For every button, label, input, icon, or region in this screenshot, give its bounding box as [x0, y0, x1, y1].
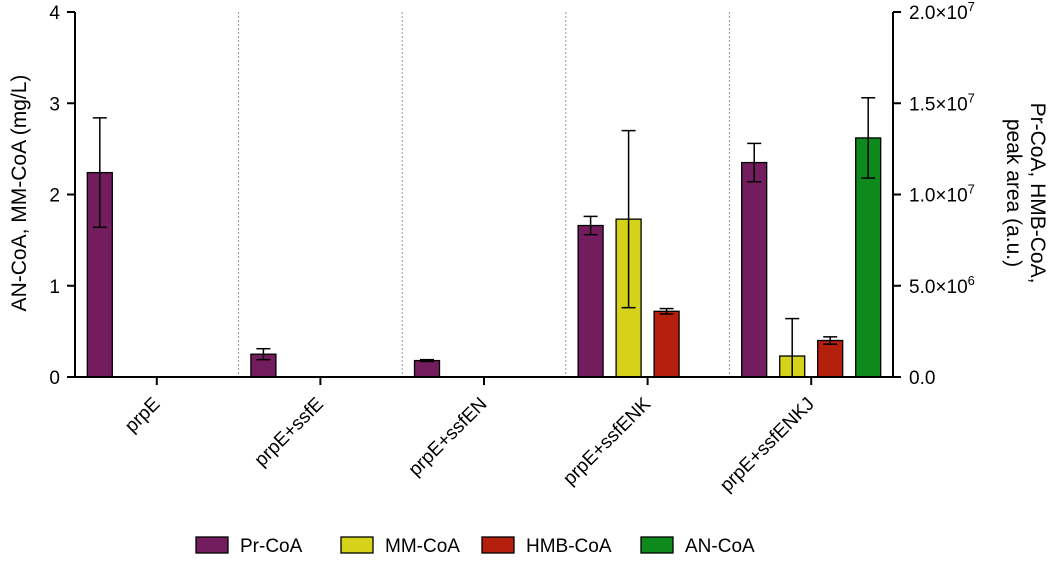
left-tick-label: 1 — [49, 277, 60, 298]
legend-swatch — [640, 536, 674, 554]
legend-swatch — [481, 536, 515, 554]
right-tick-label: 0.0 — [909, 368, 935, 389]
axes — [67, 11, 901, 385]
legend-swatch — [340, 536, 374, 554]
category-label: prpE+ssfENK — [559, 393, 655, 489]
category-separators — [238, 12, 730, 377]
bar — [741, 161, 768, 378]
left-tick-label: 2 — [49, 186, 60, 207]
category-label: prpE+ssfE — [251, 394, 328, 471]
right-tick-label: 5.0×106 — [909, 273, 975, 298]
legend-label: Pr-CoA — [240, 536, 303, 557]
error-bar-group — [92, 97, 876, 378]
category-label: prpE — [121, 394, 164, 437]
right-tick-label: 2.0×107 — [909, 0, 975, 24]
bar — [413, 359, 441, 378]
bar — [653, 310, 680, 378]
legend: Pr-CoA MM-CoA HMB-CoA AN-CoA — [195, 536, 755, 557]
bar-group — [86, 137, 882, 378]
left-tick-label: 3 — [49, 94, 60, 115]
legend-label: AN-CoA — [685, 536, 755, 557]
tick-labels: 0 1 2 3 4 0.0 5.0×106 1.0×107 1.5×107 2.0×107 — [49, 0, 974, 389]
legend-label: HMB-CoA — [526, 536, 612, 557]
right-axis-title-line-1: Pr-CoA, HMB-CoA, — [1026, 103, 1049, 284]
category-label: prpE+ssfEN — [405, 394, 492, 481]
right-tick-label: 1.5×107 — [909, 90, 975, 115]
category-label: prpE+ssfENKJ — [716, 394, 819, 497]
bar — [577, 224, 604, 378]
left-tick-label: 0 — [49, 368, 60, 389]
legend-swatch — [195, 536, 229, 554]
left-axis-title: AN-CoA, MM-CoA (mg/L) — [8, 75, 31, 312]
category-labels: prpE prpE+ssfE prpE+ssfEN prpE+ssfENK prpE+s… — [121, 393, 819, 496]
legend-label: MM-CoA — [385, 536, 460, 557]
left-tick-label: 4 — [49, 3, 60, 24]
right-axis-title-line-2: peak area (a.u.) — [1002, 119, 1025, 267]
bar — [817, 339, 844, 378]
right-tick-label: 1.0×107 — [909, 182, 975, 207]
